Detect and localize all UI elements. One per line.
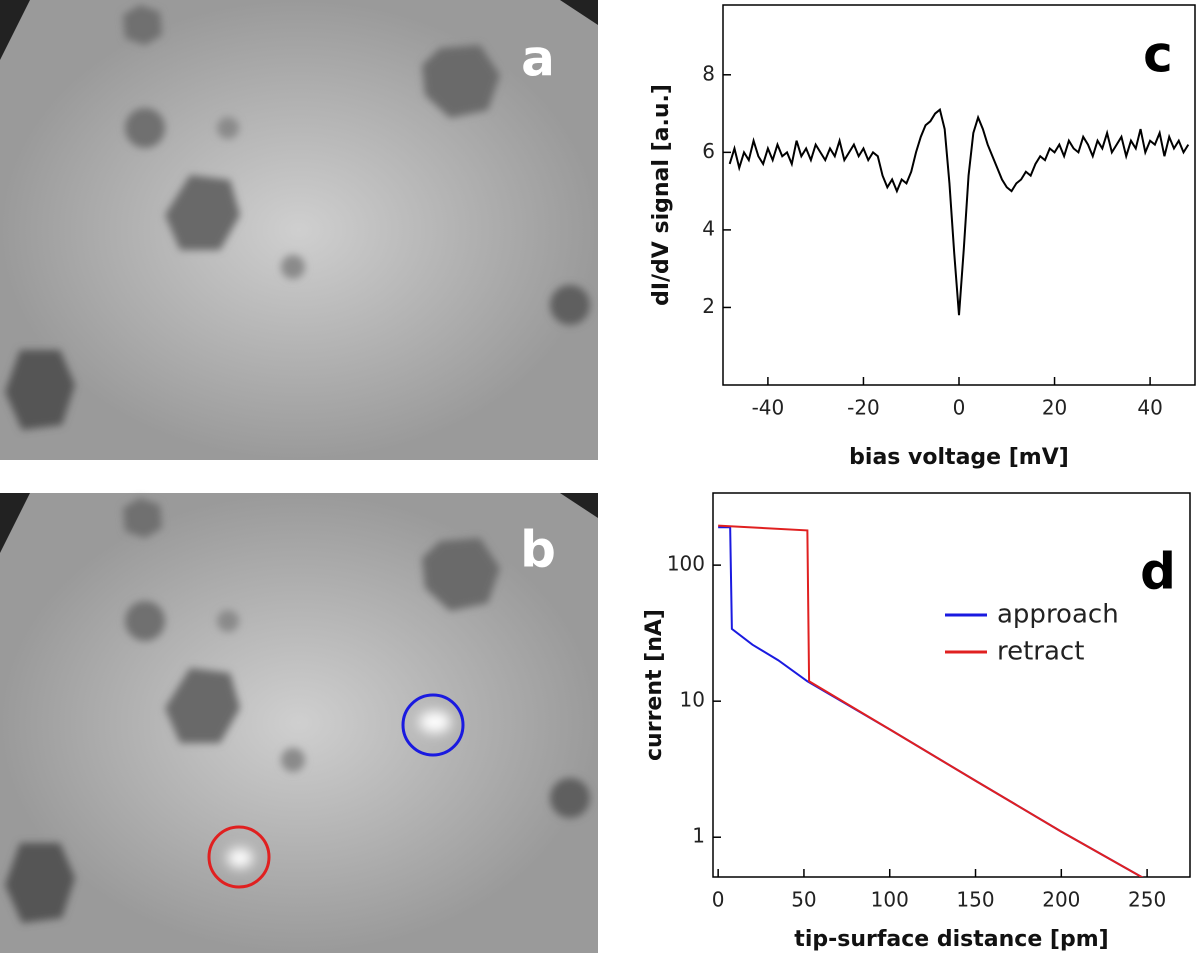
panel-label: c (1143, 26, 1173, 84)
x-axis-label: tip-surface distance [pm] (794, 927, 1108, 952)
plot-frame (722, 4, 1196, 386)
panel-label: b (520, 521, 556, 579)
data-line (718, 524, 1144, 877)
stm-image-b (0, 493, 598, 953)
x-tick-label: 0 (712, 888, 725, 912)
plot-frame (712, 492, 1191, 878)
data-line (728, 107, 1190, 316)
panel-label: a (521, 30, 555, 88)
x-tick-label: -40 (752, 396, 785, 420)
data-line (718, 526, 1144, 877)
red-circle (207, 825, 271, 889)
x-tick-label: 250 (1128, 888, 1166, 912)
x-axis-label: bias voltage [mV] (849, 445, 1069, 470)
x-tick-label: 100 (871, 888, 909, 912)
x-tick-label: 0 (953, 396, 966, 420)
legend-label: approach (997, 600, 1119, 630)
legend-label: retract (997, 637, 1084, 667)
y-tick-label: 8 (702, 61, 715, 85)
panel-label: d (1140, 543, 1176, 601)
y-axis-label: current [nA] (642, 609, 667, 761)
x-tick-label: 150 (956, 888, 994, 912)
x-tick-label: 50 (791, 888, 816, 912)
y-tick-label: 1 (692, 824, 705, 848)
y-tick-label: 2 (702, 294, 715, 318)
y-axis-label: dI/dV signal [a.u.] (649, 84, 674, 306)
bright-spots (227, 711, 451, 868)
stm-image-a (0, 0, 598, 460)
x-tick-label: -20 (847, 396, 880, 420)
x-tick-label: 40 (1137, 396, 1162, 420)
y-tick-label: 6 (702, 139, 715, 163)
y-tick-label: 10 (680, 688, 705, 712)
x-tick-label: 200 (1042, 888, 1080, 912)
y-tick-label: 100 (667, 552, 705, 576)
blue-circle (401, 693, 465, 757)
x-tick-label: 20 (1042, 396, 1067, 420)
y-tick-label: 4 (702, 216, 715, 240)
